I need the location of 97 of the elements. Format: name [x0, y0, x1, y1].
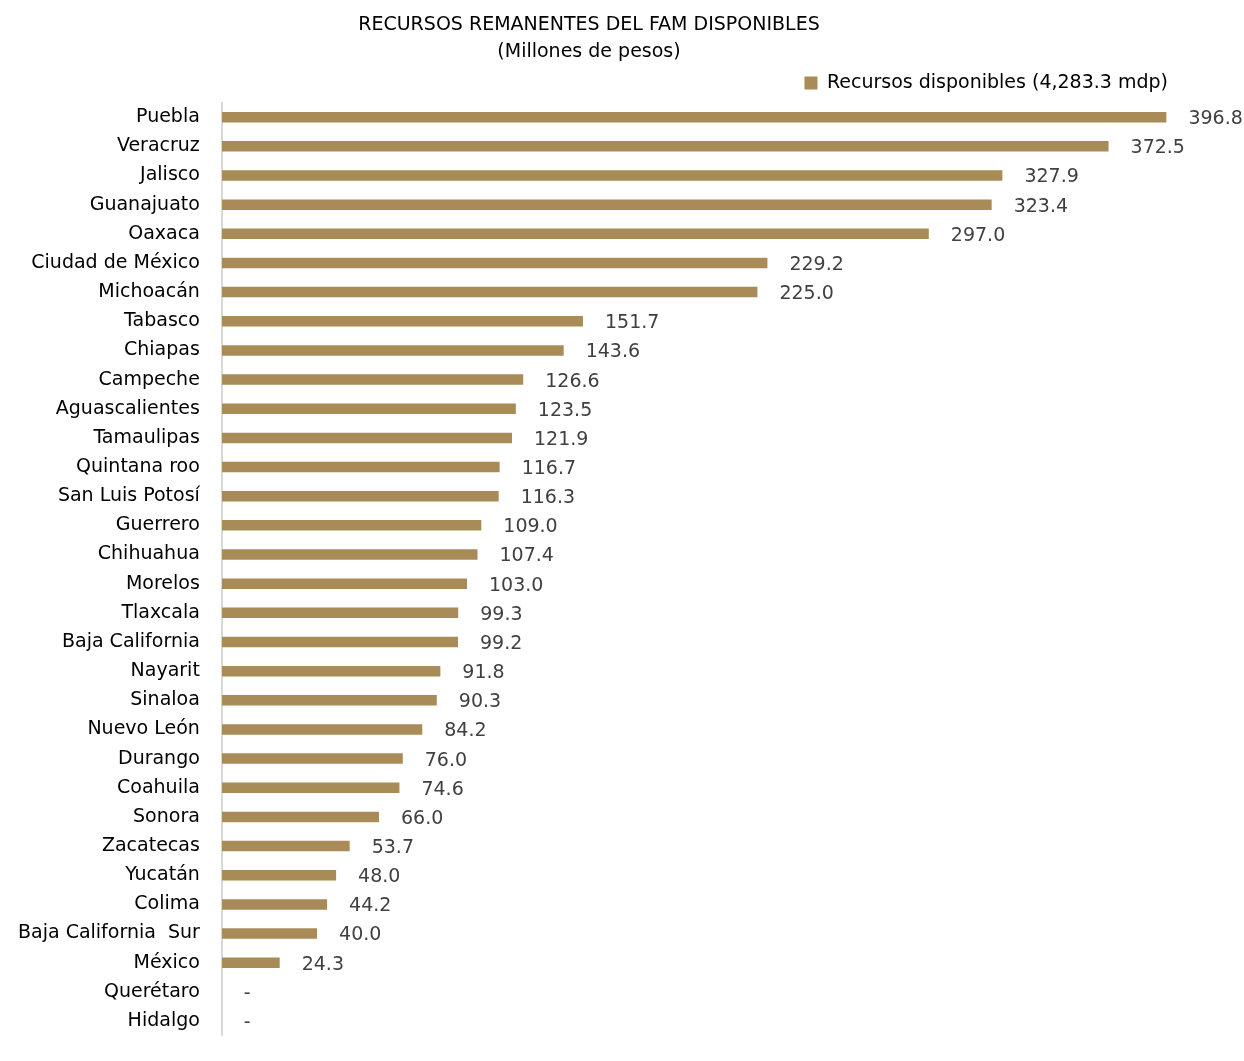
chart-subtitle: (Millones de pesos) [497, 39, 681, 62]
data-label: 90.3 [458, 689, 502, 712]
data-label: 229.2 [789, 251, 844, 274]
data-label: 323.4 [1013, 193, 1069, 216]
data-label: 116.3 [520, 485, 576, 508]
chart-title: RECURSOS REMANENTES DEL FAM DISPONIBLES [358, 12, 820, 35]
y-tick-label: Puebla [136, 104, 200, 127]
data-label: 66.0 [400, 805, 444, 828]
data-label: - [243, 980, 251, 1003]
data-label: 109.0 [503, 514, 558, 537]
bar [221, 724, 423, 735]
y-tick-label: Guanajuato [89, 191, 200, 214]
data-label: 44.2 [349, 893, 392, 916]
data-label: 53.7 [371, 835, 414, 858]
bar [221, 199, 992, 210]
bar [221, 753, 403, 764]
data-label: 126.6 [545, 368, 600, 391]
bar [221, 111, 1167, 123]
data-label: 123.5 [537, 397, 593, 420]
y-tick-label: Aguascalientes [55, 395, 200, 418]
y-tick-label: Tabasco [123, 308, 200, 331]
y-tick-label: Veracruz [116, 133, 200, 156]
bar [221, 170, 1003, 181]
data-label: 74.6 [421, 776, 464, 799]
data-label: 116.7 [521, 455, 577, 478]
y-tick-label: Sinaloa [130, 687, 200, 710]
bar [221, 141, 1109, 152]
data-label: 103.0 [489, 572, 544, 595]
y-tick-label: Durango [118, 745, 200, 768]
y-tick-label: México [133, 949, 200, 972]
bar [221, 869, 337, 881]
y-tick-label: Nayarit [130, 658, 200, 681]
bar [221, 257, 768, 269]
y-tick-label: Querétaro [103, 978, 200, 1001]
bar [221, 695, 437, 706]
y-tick-label: Tamaulipas [92, 424, 200, 447]
y-tick-label: Colima [134, 891, 200, 914]
bar [221, 957, 280, 968]
y-tick-label: Chiapas [124, 337, 200, 360]
y-tick-label: Tlaxcala [120, 599, 200, 622]
data-label: 121.9 [534, 426, 589, 449]
bar [221, 228, 929, 240]
y-tick-label: Hidalgo [127, 1007, 200, 1030]
data-label: 40.0 [339, 922, 382, 945]
y-tick-label: San Luis Potosí [57, 483, 201, 506]
data-label: 143.6 [585, 339, 641, 362]
y-tick-label: Coahuila [117, 774, 200, 797]
bar [221, 403, 516, 414]
y-tick-label: Oaxaca [128, 220, 200, 243]
bar [221, 432, 513, 444]
bar [221, 607, 459, 619]
data-label: 24.3 [301, 951, 345, 974]
data-label: 84.2 [444, 718, 487, 741]
bar [221, 928, 318, 939]
y-tick-label: Ciudad de México [31, 249, 200, 272]
y-tick-label: Baja California [61, 628, 200, 651]
bar [221, 811, 379, 823]
bar [221, 520, 482, 531]
y-tick-label: Sonora [133, 803, 200, 826]
bar [221, 899, 328, 910]
bar [221, 665, 441, 677]
bar [221, 286, 758, 298]
bar [221, 345, 564, 356]
y-tick-label: Zacatecas [101, 833, 200, 856]
data-label: 372.5 [1130, 135, 1185, 158]
bar [221, 316, 583, 327]
bar [221, 374, 524, 385]
data-label: 327.9 [1024, 164, 1079, 187]
y-tick-label: Michoacán [98, 279, 200, 302]
data-label: 107.4 [499, 543, 554, 566]
data-label: 225.0 [779, 281, 834, 304]
y-tick-label: Baja California Sur [18, 920, 201, 943]
data-label: 396.8 [1188, 106, 1243, 129]
data-label: 99.2 [479, 630, 523, 653]
y-tick-label: Chihuahua [97, 541, 200, 564]
data-label: 91.8 [462, 660, 505, 683]
data-label: 151.7 [604, 310, 660, 333]
bar [221, 578, 468, 589]
bar [221, 549, 478, 560]
y-tick-label: Quintana roo [76, 453, 200, 476]
y-tick-label: Jalisco [139, 162, 200, 185]
bar [221, 782, 400, 794]
bar [221, 461, 500, 473]
legend-label: Recursos disponibles (4,283.3 mdp) [826, 70, 1169, 93]
data-label: 76.0 [424, 747, 468, 770]
y-tick-label: Yucatán [124, 862, 200, 885]
bar [221, 636, 458, 648]
data-label: 99.3 [480, 601, 523, 624]
data-label: 297.0 [950, 222, 1006, 245]
y-tick-label: Morelos [125, 570, 200, 593]
y-tick-label: Campeche [98, 366, 200, 389]
data-label: - [243, 1009, 251, 1032]
bar [221, 840, 350, 852]
bar [221, 490, 499, 502]
y-tick-label: Nuevo León [87, 716, 200, 739]
data-label: 48.0 [358, 864, 401, 887]
y-tick-label: Guerrero [115, 512, 200, 535]
